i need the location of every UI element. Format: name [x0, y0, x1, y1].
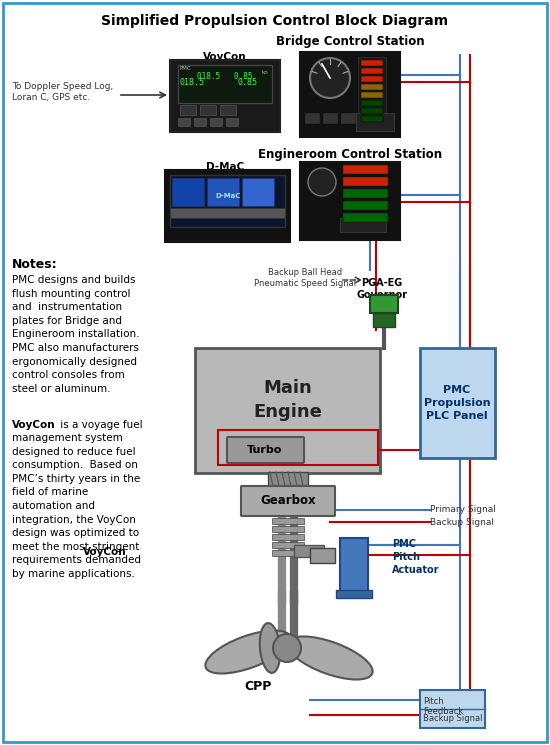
- Text: PMC
Propulsion
PLC Panel: PMC Propulsion PLC Panel: [424, 385, 490, 421]
- Text: PMC
Pitch
Actuator: PMC Pitch Actuator: [392, 539, 439, 575]
- Bar: [358, 57, 386, 127]
- Bar: [336, 590, 372, 598]
- Bar: [305, 113, 319, 123]
- FancyBboxPatch shape: [241, 486, 335, 516]
- Text: Gearbox: Gearbox: [260, 495, 316, 507]
- Bar: [361, 60, 383, 66]
- Bar: [370, 295, 398, 313]
- Bar: [361, 76, 383, 82]
- Bar: [268, 472, 308, 486]
- Ellipse shape: [287, 636, 373, 679]
- Bar: [373, 313, 395, 327]
- Bar: [341, 113, 355, 123]
- Bar: [195, 348, 380, 473]
- Bar: [180, 105, 196, 115]
- Text: Pitch
Feedback: Pitch Feedback: [423, 697, 463, 717]
- Text: Backup Ball Head
Pneumatic Speed Signal: Backup Ball Head Pneumatic Speed Signal: [254, 268, 356, 288]
- Text: Bridge Control Station: Bridge Control Station: [276, 35, 424, 48]
- Circle shape: [273, 634, 301, 662]
- Bar: [323, 113, 337, 123]
- Text: 018.5   0.85: 018.5 0.85: [197, 72, 253, 81]
- Bar: [343, 213, 388, 222]
- Bar: [310, 548, 335, 563]
- Text: Main
Engine: Main Engine: [254, 379, 322, 421]
- Text: To Doppler Speed Log,
Loran C, GPS etc.: To Doppler Speed Log, Loran C, GPS etc.: [12, 82, 113, 102]
- Text: PMC: PMC: [180, 66, 191, 71]
- Bar: [361, 108, 383, 114]
- Bar: [300, 162, 400, 240]
- Text: management system
designed to reduce fuel
consumption.  Based on
PMC’s thirty ye: management system designed to reduce fue…: [12, 433, 141, 579]
- Bar: [343, 177, 388, 186]
- Text: PGA-EG
Governor: PGA-EG Governor: [356, 278, 408, 299]
- Bar: [165, 170, 290, 242]
- Bar: [272, 542, 304, 548]
- Bar: [340, 218, 386, 232]
- Text: Backup Signal: Backup Signal: [423, 714, 482, 723]
- Text: VoyCon: VoyCon: [203, 52, 247, 62]
- Bar: [420, 348, 495, 458]
- Bar: [220, 105, 236, 115]
- Bar: [226, 118, 238, 126]
- Bar: [218, 430, 378, 465]
- Bar: [356, 113, 394, 131]
- Bar: [272, 550, 304, 556]
- Bar: [272, 534, 304, 540]
- Bar: [272, 518, 304, 524]
- Text: is a voyage fuel: is a voyage fuel: [57, 420, 142, 430]
- Bar: [242, 178, 274, 206]
- Text: Turbo: Turbo: [248, 445, 283, 455]
- Bar: [294, 545, 324, 557]
- Bar: [343, 189, 388, 198]
- Bar: [172, 178, 204, 206]
- FancyBboxPatch shape: [227, 437, 304, 463]
- Text: D-MaC: D-MaC: [215, 193, 241, 199]
- Ellipse shape: [260, 623, 280, 673]
- Bar: [361, 84, 383, 90]
- Bar: [361, 92, 383, 98]
- Text: kn: kn: [262, 70, 269, 75]
- Circle shape: [308, 168, 336, 196]
- Bar: [361, 100, 383, 106]
- Text: D-MaC: D-MaC: [206, 162, 244, 172]
- Bar: [210, 118, 222, 126]
- Text: VoyCon: VoyCon: [83, 547, 126, 557]
- Bar: [178, 65, 272, 103]
- Text: VoyCon: VoyCon: [12, 420, 56, 430]
- Bar: [200, 105, 216, 115]
- Text: CPP: CPP: [244, 680, 272, 693]
- Bar: [170, 175, 285, 227]
- Bar: [300, 52, 400, 137]
- Text: Notes:: Notes:: [12, 258, 58, 271]
- Text: PMC designs and builds
flush mounting control
and  instrumentation
plates for Br: PMC designs and builds flush mounting co…: [12, 275, 140, 394]
- Text: Simplified Propulsion Control Block Diagram: Simplified Propulsion Control Block Diag…: [101, 14, 449, 28]
- Text: 0.85: 0.85: [238, 78, 258, 87]
- Bar: [420, 690, 485, 728]
- Text: 018.5: 018.5: [179, 78, 205, 87]
- Bar: [170, 208, 285, 218]
- Bar: [194, 118, 206, 126]
- Bar: [361, 116, 383, 122]
- Bar: [361, 68, 383, 74]
- Bar: [340, 538, 368, 593]
- Circle shape: [310, 58, 350, 98]
- Text: Primary Signal: Primary Signal: [430, 505, 496, 514]
- Bar: [207, 178, 239, 206]
- Bar: [170, 60, 280, 132]
- Bar: [178, 118, 190, 126]
- Text: Engineroom Control Station: Engineroom Control Station: [258, 148, 442, 161]
- Bar: [272, 526, 304, 532]
- Ellipse shape: [205, 630, 290, 673]
- Bar: [343, 201, 388, 210]
- Text: Backup Signal: Backup Signal: [430, 518, 494, 527]
- Bar: [343, 165, 388, 174]
